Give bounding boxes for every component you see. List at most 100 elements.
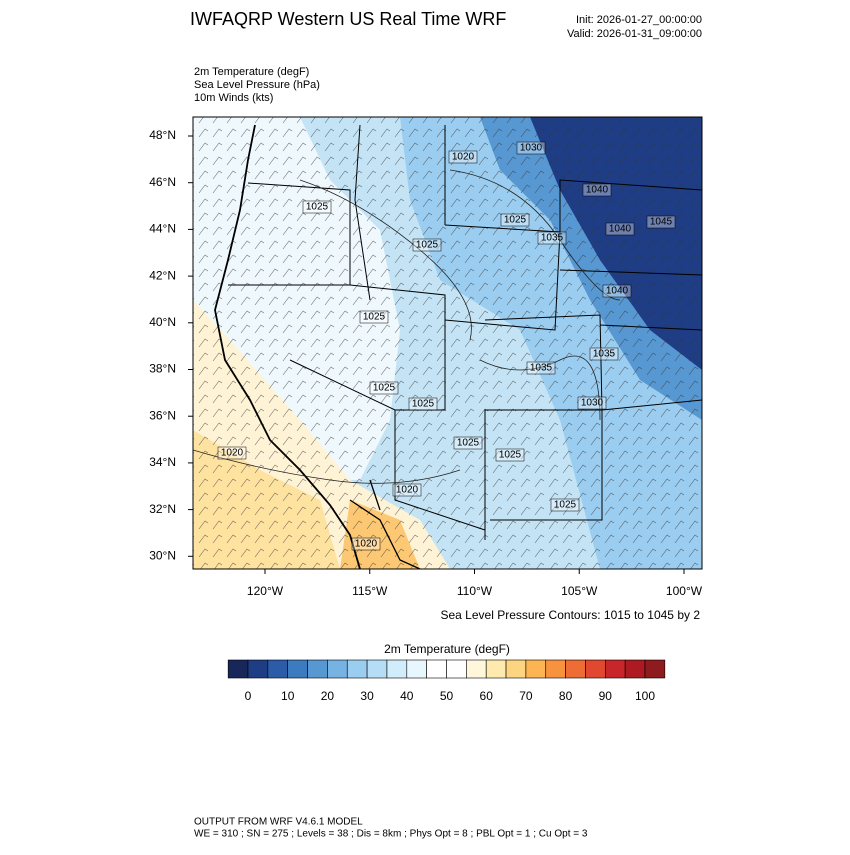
contour-label: 1035 <box>530 363 553 374</box>
lon-label: 110°W <box>457 584 493 598</box>
footer-line: OUTPUT FROM WRF V4.6.1 MODEL <box>194 817 363 828</box>
pressure-contours <box>193 169 621 484</box>
contour-label: 1025 <box>373 383 396 394</box>
colorbar-tick-label: 60 <box>480 689 494 703</box>
contour-label-box <box>392 483 422 497</box>
contour-label-box <box>412 238 442 252</box>
contour-label-box <box>537 231 567 245</box>
contour-label: 1040 <box>586 185 609 196</box>
colorbar-swatch <box>585 659 606 679</box>
contour-label: 1025 <box>504 215 527 226</box>
contour-label: 1025 <box>416 240 439 251</box>
coastline <box>214 124 361 569</box>
contour-label-box <box>359 310 389 324</box>
field-name: Sea Level Pressure (hPa) <box>194 79 320 91</box>
contour-label-box <box>582 183 612 197</box>
colorbar-title: 2m Temperature (degF) <box>384 642 510 656</box>
contour-label: 1025 <box>499 450 522 461</box>
colorbar-swatch <box>485 659 507 679</box>
colorbar-swatch <box>406 659 427 679</box>
contour-label: 1025 <box>363 312 386 323</box>
contour-label-box <box>589 347 619 361</box>
contour-label: 1025 <box>412 399 435 410</box>
colorbar-swatch <box>565 659 586 679</box>
colorbar-tick-label: 90 <box>599 689 613 703</box>
contour-label: 1045 <box>650 217 673 228</box>
field-name: 10m Winds (kts) <box>194 92 273 104</box>
colorbar-swatch <box>346 659 368 679</box>
contour-note: Sea Level Pressure Contours: 1015 to 104… <box>441 608 701 622</box>
colorbar-swatch <box>466 659 487 679</box>
contour-label: 1025 <box>306 202 329 213</box>
colorbar-swatch <box>386 659 408 679</box>
colorbar-swatch <box>227 659 249 679</box>
colorbar-swatch <box>624 659 646 679</box>
contour-label-box <box>550 498 580 512</box>
lat-label: 34°N <box>149 455 176 469</box>
init-time: Init: 2026-01-27_00:00:00 <box>576 14 702 26</box>
colorbar-tick-label: 0 <box>245 689 252 703</box>
colorbar-swatch <box>525 659 547 679</box>
title: IWFAQRP Western US Real Time WRF <box>190 9 506 29</box>
contour-label: 1020 <box>221 448 244 459</box>
colorbar-swatch <box>247 659 269 679</box>
lat-label: 44°N <box>149 222 176 236</box>
colorbar-swatch <box>327 659 348 679</box>
contour-label-box <box>577 396 607 410</box>
contour-label-box <box>351 537 381 551</box>
colorbar-tick-label: 100 <box>635 689 655 703</box>
contour-label-box <box>516 141 546 155</box>
lat-label: 36°N <box>149 408 176 422</box>
colorbar-swatch <box>287 659 308 679</box>
colorbar-tick-label: 40 <box>400 689 414 703</box>
contour-label-box <box>408 397 438 411</box>
colorbar-tick-label: 20 <box>321 689 335 703</box>
colorbar-swatch <box>307 659 328 679</box>
colorbar-swatch <box>644 659 666 679</box>
lon-label: 100°W <box>666 584 703 598</box>
contour-label-box <box>302 200 332 214</box>
colorbar-swatch <box>545 659 566 679</box>
colorbar-tick-label: 10 <box>281 689 295 703</box>
contour-label-box <box>605 222 635 236</box>
lat-label: 40°N <box>149 315 176 329</box>
contour-label: 1025 <box>457 438 480 449</box>
map-frame <box>192 116 703 570</box>
contour-label: 1020 <box>452 152 475 163</box>
contour-label: 1030 <box>581 398 604 409</box>
contour-label-box <box>369 381 399 395</box>
contour-label: 1040 <box>609 224 632 235</box>
valid-time: Valid: 2026-01-31_09:00:00 <box>567 28 702 40</box>
contour-label-box <box>217 446 247 460</box>
footer-line: WE = 310 ; SN = 275 ; Levels = 38 ; Dis … <box>194 829 588 840</box>
lat-label: 46°N <box>149 175 176 189</box>
field-name: 2m Temperature (degF) <box>194 66 309 78</box>
colorbar-swatch <box>505 659 527 679</box>
contour-label-box <box>453 436 483 450</box>
lon-label: 120°W <box>247 584 284 598</box>
colorbar-swatch <box>446 659 467 679</box>
lat-label: 32°N <box>149 502 176 516</box>
colorbar-tick-label: 80 <box>559 689 573 703</box>
colorbar-tick-label: 50 <box>440 689 454 703</box>
contour-label-box <box>448 150 478 164</box>
colorbar-swatch <box>366 659 388 679</box>
contour-label: 1035 <box>541 233 564 244</box>
contour-label-box <box>646 215 676 229</box>
colorbar-tick-label: 30 <box>360 689 374 703</box>
colorbar-swatch <box>604 659 626 679</box>
wind-barbs <box>193 117 702 569</box>
state-lines <box>228 124 702 540</box>
contour-label: 1035 <box>593 349 616 360</box>
contour-label: 1020 <box>396 485 419 496</box>
contour-label: 1025 <box>554 500 577 511</box>
contour-label-box <box>526 361 556 375</box>
map <box>193 117 702 569</box>
lon-label: 115°W <box>352 584 388 598</box>
colorbar-tick-label: 70 <box>519 689 533 703</box>
contour-label: 1030 <box>520 143 543 154</box>
contour-label-box <box>495 448 525 462</box>
lat-label: 48°N <box>149 128 176 142</box>
colorbar-swatch <box>426 659 447 679</box>
